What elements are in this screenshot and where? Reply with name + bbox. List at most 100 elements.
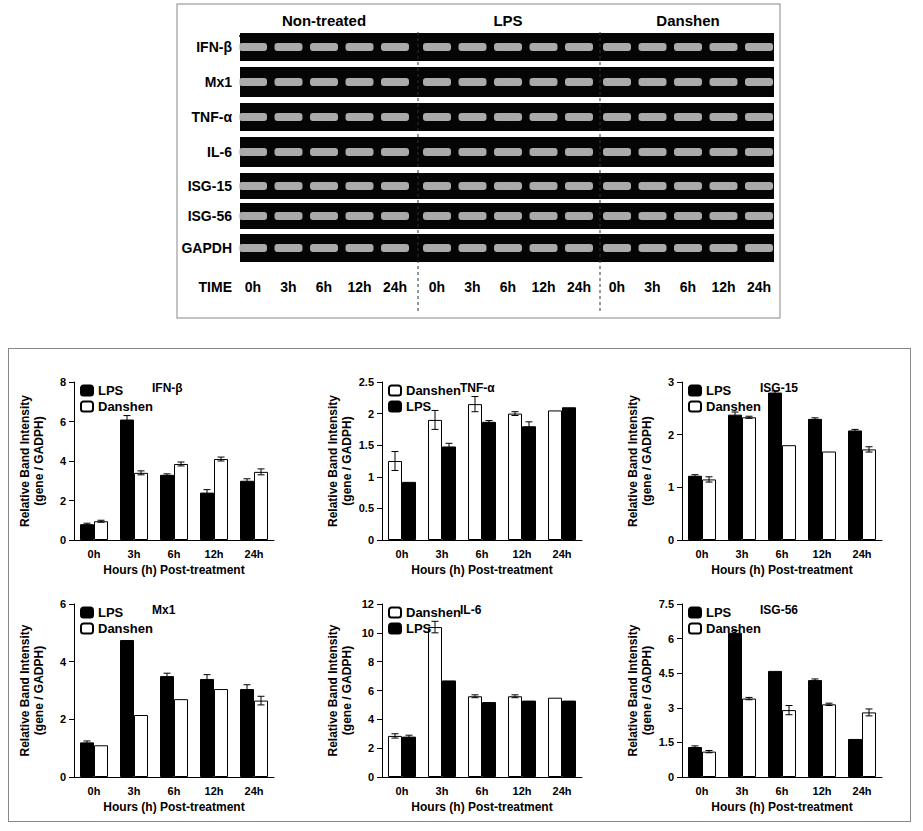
svg-text:0h: 0h [429,279,445,295]
svg-text:2: 2 [368,742,374,754]
svg-text:Hours (h) Post-treatment: Hours (h) Post-treatment [711,563,852,577]
svg-text:0h: 0h [696,785,709,797]
svg-text:12h: 12h [531,279,555,295]
svg-text:2: 2 [60,713,66,725]
svg-text:6: 6 [60,416,66,428]
svg-text:24h: 24h [245,548,264,560]
svg-text:6: 6 [60,598,66,610]
svg-text:0h: 0h [88,548,101,560]
svg-text:Non-treated: Non-treated [282,12,366,29]
svg-text:0: 0 [668,534,674,546]
svg-text:6h: 6h [776,548,789,560]
svg-text:IFN-β: IFN-β [152,381,183,395]
svg-text:6h: 6h [168,548,181,560]
svg-text:ISG-56: ISG-56 [188,208,233,224]
svg-text:6h: 6h [476,548,489,560]
svg-text:3h: 3h [464,279,480,295]
svg-text:LPS: LPS [406,621,432,636]
svg-text:GAPDH: GAPDH [181,240,232,256]
svg-text:10: 10 [362,627,374,639]
svg-text:0h: 0h [245,279,261,295]
svg-text:1.5: 1.5 [359,439,374,451]
svg-text:6h: 6h [776,785,789,797]
svg-text:3h: 3h [736,548,749,560]
svg-text:Danshen: Danshen [656,12,719,29]
svg-text:6: 6 [368,685,374,697]
svg-text:2.5: 2.5 [359,376,374,388]
svg-text:6h: 6h [680,279,696,295]
svg-text:(gene / GADPH): (gene / GADPH) [340,646,354,735]
svg-text:0h: 0h [88,785,101,797]
svg-text:12: 12 [362,598,374,610]
svg-text:Danshen: Danshen [406,605,461,620]
svg-text:Relative Band Intensity: Relative Band Intensity [326,624,340,756]
svg-text:12h: 12h [513,548,532,560]
svg-text:(gene / GADPH): (gene / GADPH) [32,646,46,735]
svg-text:3h: 3h [280,279,296,295]
svg-text:4: 4 [60,656,67,668]
svg-text:Mx1: Mx1 [152,603,176,617]
svg-text:6h: 6h [168,785,181,797]
svg-text:(gene / GADPH): (gene / GADPH) [640,416,654,505]
svg-text:12h: 12h [347,279,371,295]
svg-text:4.5: 4.5 [659,667,674,679]
svg-text:(gene / GADPH): (gene / GADPH) [640,646,654,735]
svg-text:12h: 12h [205,548,224,560]
svg-text:12h: 12h [513,785,532,797]
svg-text:3h: 3h [644,279,660,295]
svg-text:Hours (h) Post-treatment: Hours (h) Post-treatment [411,563,552,577]
svg-text:24h: 24h [383,279,407,295]
svg-text:24h: 24h [553,548,572,560]
svg-text:LPS: LPS [493,12,522,29]
svg-text:2: 2 [668,429,674,441]
svg-text:0h: 0h [696,548,709,560]
svg-text:TNF-α: TNF-α [460,381,495,395]
svg-text:LPS: LPS [406,399,432,414]
svg-text:3h: 3h [128,548,141,560]
svg-text:3h: 3h [436,785,449,797]
svg-text:3: 3 [668,376,674,388]
svg-text:Hours (h) Post-treatment: Hours (h) Post-treatment [103,800,244,814]
svg-text:6h: 6h [316,279,332,295]
svg-text:0: 0 [60,771,66,783]
svg-text:8: 8 [368,656,374,668]
svg-text:0: 0 [368,771,374,783]
svg-text:Hours (h) Post-treatment: Hours (h) Post-treatment [103,563,244,577]
svg-text:(gene / GADPH): (gene / GADPH) [340,416,354,505]
svg-text:0h: 0h [396,785,409,797]
svg-text:3h: 3h [128,785,141,797]
svg-text:Danshen: Danshen [706,621,761,636]
svg-text:Mx1: Mx1 [205,74,232,90]
svg-text:LPS: LPS [98,383,124,398]
svg-text:0: 0 [368,534,374,546]
svg-text:Relative Band Intensity: Relative Band Intensity [326,395,340,527]
svg-text:12h: 12h [205,785,224,797]
svg-text:Relative Band Intensity: Relative Band Intensity [626,395,640,527]
svg-text:Hours (h) Post-treatment: Hours (h) Post-treatment [411,800,552,814]
svg-text:IL-6: IL-6 [460,603,482,617]
svg-text:6h: 6h [500,279,516,295]
svg-text:LPS: LPS [706,605,732,620]
svg-text:Danshen: Danshen [406,383,461,398]
svg-text:ISG-15: ISG-15 [760,381,798,395]
svg-text:ISG-15: ISG-15 [188,178,233,194]
svg-text:LPS: LPS [706,383,732,398]
svg-text:TIME: TIME [199,279,232,295]
svg-text:1: 1 [668,481,674,493]
svg-text:2: 2 [368,408,374,420]
svg-text:12h: 12h [813,548,832,560]
svg-text:ISG-56: ISG-56 [760,603,798,617]
svg-text:Relative Band Intensity: Relative Band Intensity [626,624,640,756]
svg-text:1.5: 1.5 [659,736,674,748]
svg-text:24h: 24h [567,279,591,295]
svg-text:TNF-α: TNF-α [192,109,233,125]
svg-text:24h: 24h [553,785,572,797]
svg-text:24h: 24h [245,785,264,797]
svg-text:4: 4 [368,713,375,725]
svg-text:1: 1 [368,471,374,483]
svg-text:Hours (h) Post-treatment: Hours (h) Post-treatment [711,800,852,814]
svg-text:LPS: LPS [98,605,124,620]
svg-text:0.5: 0.5 [359,502,374,514]
svg-text:4: 4 [60,455,67,467]
svg-text:6: 6 [668,633,674,645]
